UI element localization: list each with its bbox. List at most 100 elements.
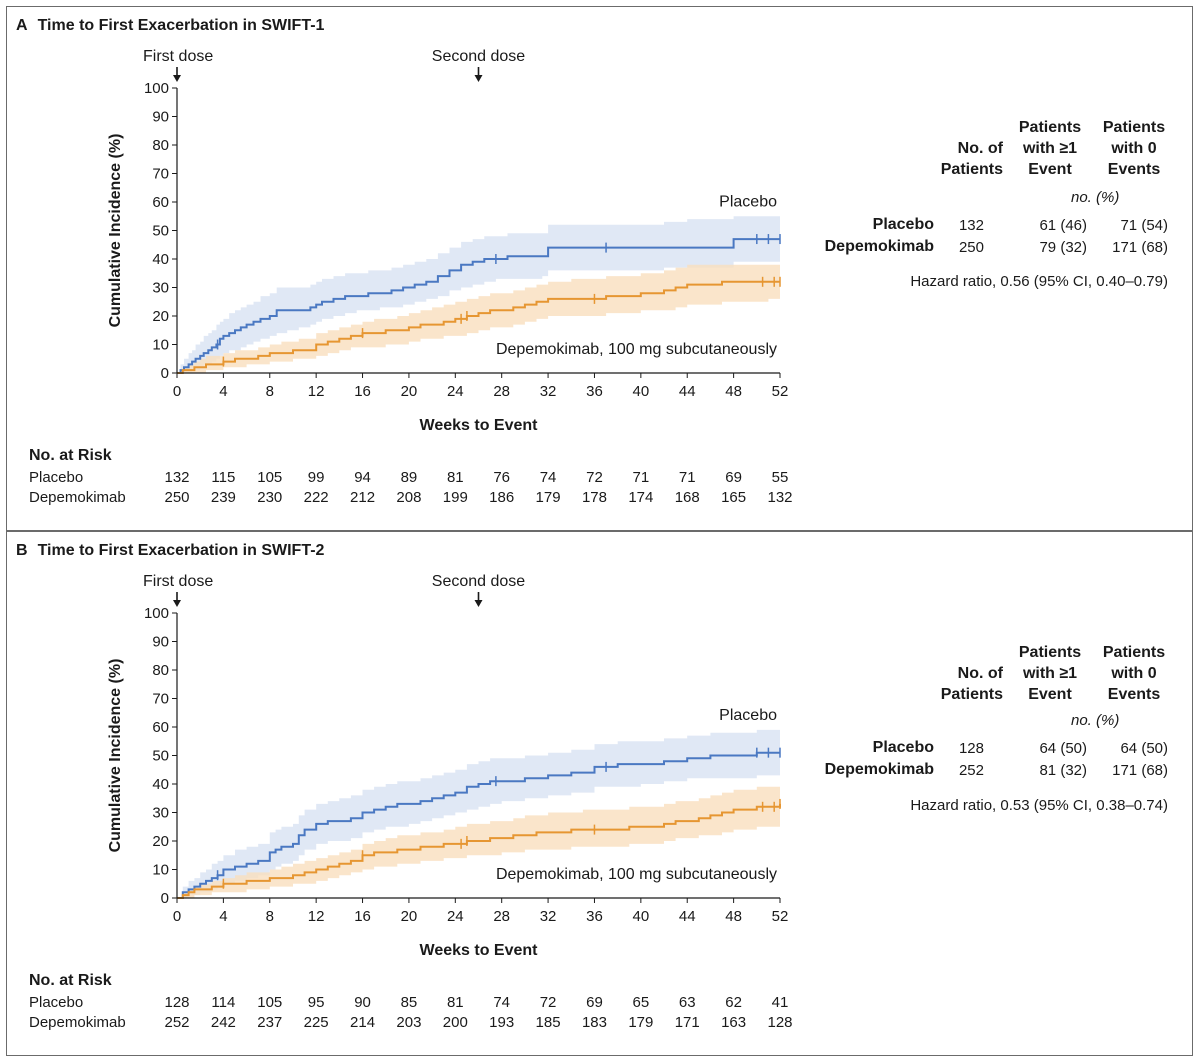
x-tick-label: 12 [308, 383, 325, 400]
panel-letter: A [16, 17, 28, 34]
y-axis-title: Cumulative Incidence (%) [107, 659, 124, 853]
y-tick-label: 50 [152, 223, 169, 240]
risk-value-depemokimab: 132 [767, 489, 793, 506]
series-label-depemokimab: Depemokimab, 100 mg subcutaneously [496, 866, 777, 883]
x-tick-label: 32 [540, 908, 557, 925]
second-dose-label: Second dose [432, 48, 526, 65]
risk-value-placebo: 41 [771, 994, 789, 1011]
risk-value-depemokimab: 252 [164, 1014, 190, 1031]
summary-row-label-placebo: Placebo [872, 739, 934, 756]
y-tick-label: 0 [161, 890, 169, 907]
x-tick-label: 0 [173, 383, 181, 400]
risk-table-title: No. at Risk [29, 972, 112, 989]
risk-value-placebo: 72 [539, 994, 557, 1011]
panel-letter: B [16, 542, 28, 559]
risk-row-label-depemokimab: Depemokimab [29, 1014, 126, 1031]
risk-value-depemokimab: 171 [674, 1014, 700, 1031]
x-tick-label: 4 [219, 908, 227, 925]
risk-value-depemokimab: 200 [442, 1014, 468, 1031]
header-no-of-patients: No. of Patients [940, 665, 1003, 703]
x-tick-label: 40 [633, 383, 650, 400]
summary-row-label-depemokimab: Depemokimab [824, 238, 934, 255]
y-tick-label: 30 [152, 805, 169, 822]
ci-band-placebo [177, 729, 780, 898]
risk-value-placebo: 62 [725, 994, 742, 1011]
risk-value-depemokimab: 222 [303, 489, 329, 506]
x-tick-label: 8 [266, 383, 274, 400]
risk-value-depemokimab: 230 [257, 489, 283, 506]
risk-value-depemokimab: 225 [303, 1014, 329, 1031]
series-line-depemokimab [177, 803, 781, 899]
x-tick-label: 16 [354, 908, 371, 925]
summary-n-placebo: 128 [958, 740, 984, 757]
x-tick-label: 28 [493, 908, 510, 925]
y-tick-label: 10 [152, 337, 169, 354]
series-line-placebo [177, 751, 780, 899]
risk-value-placebo: 76 [493, 469, 511, 486]
x-tick-label: 44 [679, 383, 696, 400]
risk-value-depemokimab: 174 [628, 489, 654, 506]
x-tick-label: 48 [725, 383, 742, 400]
x-tick-label: 32 [540, 383, 557, 400]
chart-title: Time to First Exacerbation in SWIFT-1 [37, 17, 325, 34]
risk-value-depemokimab: 185 [535, 1014, 561, 1031]
risk-value-depemokimab: 212 [350, 489, 376, 506]
x-tick-label: 0 [173, 908, 181, 925]
y-tick-label: 100 [144, 605, 169, 622]
y-axis-title: Cumulative Incidence (%) [107, 134, 124, 328]
risk-value-placebo: 99 [307, 469, 325, 486]
panel-title: B Time to First Exacerbation in SWIFT-2 [16, 542, 324, 560]
panel-b: B Time to First Exacerbation in SWIFT-2 0… [6, 531, 1193, 1056]
y-tick-label: 10 [152, 862, 169, 879]
risk-row-label-placebo: Placebo [29, 994, 84, 1011]
risk-value-placebo: 85 [400, 994, 418, 1011]
x-tick-label: 16 [354, 383, 371, 400]
risk-value-depemokimab: 128 [767, 1014, 793, 1031]
risk-value-placebo: 81 [446, 994, 464, 1011]
y-tick-label: 80 [152, 137, 169, 154]
risk-value-placebo: 69 [586, 994, 603, 1011]
x-tick-label: 8 [266, 908, 274, 925]
y-tick-label: 60 [152, 194, 169, 211]
risk-value-depemokimab: 186 [489, 489, 515, 506]
ci-band-depemokimab [177, 264, 780, 373]
risk-value-placebo: 105 [257, 994, 283, 1011]
first-dose-label: First dose [143, 573, 213, 590]
first-dose-label: First dose [143, 48, 213, 65]
risk-value-placebo: 128 [164, 994, 190, 1011]
header-patients-0-events: Patients with 0 Events [1102, 119, 1166, 178]
chart-title: Time to First Exacerbation in SWIFT-2 [37, 542, 325, 559]
units-label: no. (%) [1071, 712, 1120, 729]
hazard-ratio: Hazard ratio, 0.56 (95% CI, 0.40–0.79) [910, 273, 1168, 290]
series-label-depemokimab: Depemokimab, 100 mg subcutaneously [496, 341, 777, 358]
units-label: no. (%) [1071, 189, 1120, 206]
x-tick-label: 4 [219, 383, 227, 400]
x-tick-label: 52 [772, 383, 789, 400]
x-tick-label: 24 [447, 383, 464, 400]
y-tick-label: 70 [152, 691, 169, 708]
x-tick-label: 12 [308, 908, 325, 925]
summary-n-placebo: 132 [958, 217, 984, 234]
risk-value-placebo: 89 [400, 469, 418, 486]
x-tick-label: 24 [447, 908, 464, 925]
risk-value-placebo: 115 [211, 469, 236, 486]
y-tick-label: 20 [152, 308, 169, 325]
x-tick-label: 52 [772, 908, 789, 925]
risk-value-placebo: 95 [307, 994, 325, 1011]
risk-value-depemokimab: 183 [581, 1014, 607, 1031]
risk-value-placebo: 65 [632, 994, 650, 1011]
risk-value-depemokimab: 163 [721, 1014, 747, 1031]
series-line-placebo [177, 238, 780, 374]
dose-arrow-head [474, 75, 483, 82]
summary-ge1-placebo: 61 (46) [1039, 217, 1087, 234]
risk-value-placebo: 105 [257, 469, 283, 486]
risk-value-placebo: 71 [632, 469, 650, 486]
x-tick-label: 36 [586, 383, 603, 400]
risk-value-depemokimab: 242 [210, 1014, 236, 1031]
summary-zero-placebo: 71 (54) [1120, 217, 1168, 234]
x-tick-label: 20 [401, 908, 418, 925]
series-label-placebo: Placebo [719, 193, 777, 210]
dose-arrow-head [173, 600, 181, 607]
risk-value-depemokimab: 193 [489, 1014, 515, 1031]
risk-row-label-depemokimab: Depemokimab [29, 489, 126, 506]
